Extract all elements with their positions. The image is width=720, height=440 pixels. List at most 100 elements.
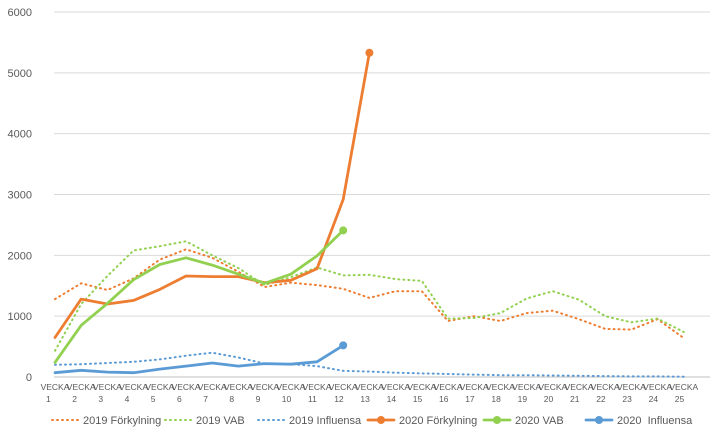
x-tick-label-top: VECKA <box>407 382 436 392</box>
x-tick-label-bottom: 23 <box>622 394 632 404</box>
x-tick-label-top: VECKA <box>538 382 567 392</box>
y-tick-label: 1000 <box>8 311 32 323</box>
legend-item: 2020 Influensa <box>584 415 693 427</box>
series-0 <box>54 248 685 340</box>
x-tick-label-top: VECKA <box>276 382 305 392</box>
x-tick: VECKA 21 <box>565 382 594 404</box>
x-tick: VECKA 14 <box>381 382 410 404</box>
x-tick-label-top: VECKA <box>93 382 122 392</box>
x-tick-label-top: VECKA <box>250 382 279 392</box>
x-tick-label-bottom: 16 <box>439 394 449 404</box>
series-4 <box>53 226 348 364</box>
x-tick-label-bottom: 24 <box>649 394 659 404</box>
x-axis-ticks: VECKA1VECKA2VECKA3VECKA4VECKA5VECKA6VECK… <box>41 382 699 404</box>
x-tick: VECKA 8 <box>224 382 253 404</box>
y-tick-label: 0 <box>26 372 32 384</box>
x-tick: VECKA 13 <box>355 382 384 404</box>
x-tick: VECKA 7 <box>198 382 227 404</box>
x-tick: VECKA 19 <box>512 382 541 404</box>
legend-label: 2019 Förkylning <box>83 415 161 427</box>
x-tick-label-bottom: 2 <box>72 394 77 404</box>
x-tick-label-top: VECKA <box>145 382 174 392</box>
x-tick: VECKA 15 <box>407 382 436 404</box>
grid-lines <box>54 11 710 378</box>
x-tick-label-bottom: 12 <box>334 394 344 404</box>
x-tick: VECKA 12 <box>329 382 358 404</box>
x-tick-label-top: VECKA <box>224 382 253 392</box>
x-tick: VECKA 11 <box>303 382 332 404</box>
x-tick-label-top: VECKA <box>669 382 698 392</box>
x-tick-label-bottom: 14 <box>387 394 397 404</box>
y-tick-label: 4000 <box>8 129 32 141</box>
x-tick-label-top: VECKA <box>565 382 594 392</box>
x-tick-label-top: VECKA <box>172 382 201 392</box>
series-line <box>54 351 685 378</box>
series-lines <box>53 48 685 378</box>
y-tick-label: 6000 <box>8 7 32 19</box>
x-tick-label-top: VECKA <box>67 382 96 392</box>
x-tick-label-top: VECKA <box>41 382 70 392</box>
legend-label: 2020 VAB <box>515 415 564 427</box>
legend-marker <box>377 416 385 424</box>
legend-item: 2019 Influensa <box>257 415 362 427</box>
x-tick-label-bottom: 9 <box>256 394 261 404</box>
x-tick-label-bottom: 13 <box>360 394 370 404</box>
y-tick-label: 5000 <box>8 68 32 80</box>
x-tick: VECKA 17 <box>460 382 489 404</box>
x-tick: VECKA 2 <box>67 382 96 404</box>
x-tick-label-bottom: 15 <box>413 394 423 404</box>
legend-label: 2019 VAB <box>196 415 245 427</box>
x-tick-label-bottom: 8 <box>229 394 234 404</box>
x-tick: VECKA 5 <box>145 382 174 404</box>
legend-item: 2020 Förkylning <box>366 415 477 427</box>
x-tick-label-top: VECKA <box>381 382 410 392</box>
series-end-marker <box>339 341 348 350</box>
x-tick-label-bottom: 18 <box>491 394 501 404</box>
x-tick-label-bottom: 21 <box>570 394 580 404</box>
x-tick-label-top: VECKA <box>512 382 541 392</box>
y-tick-label: 2000 <box>8 250 32 262</box>
x-tick-label-bottom: 6 <box>177 394 182 404</box>
x-tick-label-top: VECKA <box>591 382 620 392</box>
series-line <box>54 248 685 340</box>
legend-label: 2019 Influensa <box>289 415 362 427</box>
x-tick-label-top: VECKA <box>643 382 672 392</box>
series-1 <box>54 240 685 352</box>
x-tick: VECKA 10 <box>276 382 305 404</box>
x-tick: VECKA 20 <box>538 382 567 404</box>
series-line <box>54 240 685 352</box>
series-line <box>53 343 345 375</box>
series-5 <box>53 341 348 375</box>
x-tick-label-top: VECKA <box>329 382 358 392</box>
x-tick-label-bottom: 1 <box>46 394 51 404</box>
x-tick-label-bottom: 11 <box>308 394 317 404</box>
x-tick-label-top: VECKA <box>434 382 463 392</box>
x-tick: VECKA 3 <box>93 382 122 404</box>
x-tick-label-top: VECKA <box>303 382 332 392</box>
x-tick-label-bottom: 3 <box>98 394 103 404</box>
legend-item: 2019 Förkylning <box>51 415 161 427</box>
legend: 2019 Förkylning 2019 VAB 2019 Influensa 202… <box>51 415 693 427</box>
x-tick-label-bottom: 5 <box>151 394 156 404</box>
legend-marker <box>595 416 603 424</box>
x-tick-label-top: VECKA <box>486 382 515 392</box>
x-tick-label-bottom: 4 <box>125 394 130 404</box>
series-end-marker <box>339 226 348 235</box>
legend-item: 2020 VAB <box>482 415 564 427</box>
series-3 <box>53 48 374 339</box>
x-tick: VECKA 24 <box>643 382 672 404</box>
x-tick: VECKA 18 <box>486 382 515 404</box>
series-end-marker <box>365 48 374 57</box>
x-tick: VECKA 25 <box>669 382 698 404</box>
y-axis-ticks: 0 1000 2000 3000 4000 5000 6000 <box>8 7 32 384</box>
x-tick-label-bottom: 10 <box>282 394 292 404</box>
x-tick-label-bottom: 19 <box>518 394 528 404</box>
x-tick: VECKA 16 <box>434 382 463 404</box>
x-tick: VECKA 4 <box>119 382 148 404</box>
legend-label: 2020 Influensa <box>617 415 693 427</box>
series-line <box>53 228 345 364</box>
x-tick-label-bottom: 25 <box>675 394 685 404</box>
x-tick-label-top: VECKA <box>355 382 384 392</box>
